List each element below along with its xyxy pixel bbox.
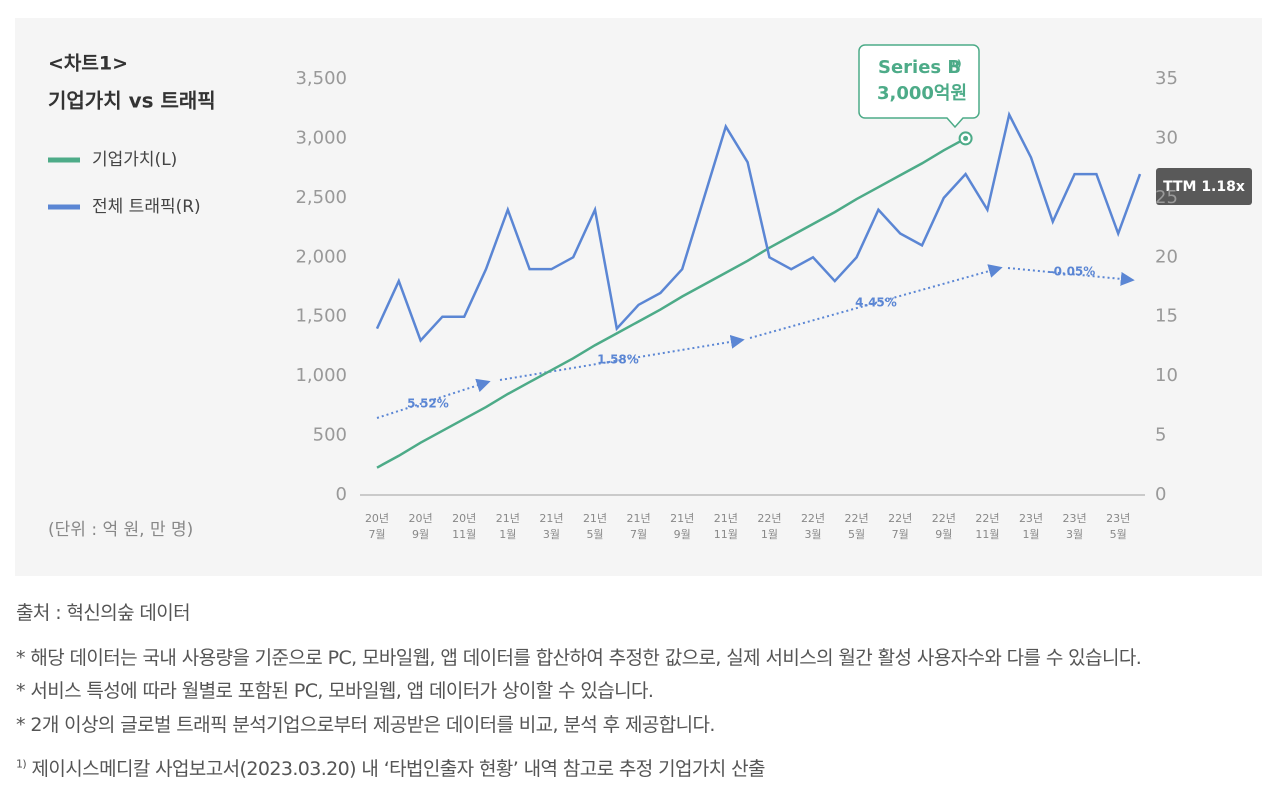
chart-title: <차트1>	[48, 53, 128, 75]
x-tick-label: 21년	[539, 512, 563, 525]
x-tick-label: 9월	[935, 528, 952, 541]
y2-tick-label: 20	[1155, 246, 1178, 267]
x-tick-label: 5월	[848, 528, 865, 541]
growth-label: -0.05%	[1049, 265, 1096, 279]
y-tick-label: 2,500	[295, 187, 347, 208]
chart-panel	[15, 18, 1262, 576]
callout-mark: 1)	[950, 59, 962, 70]
x-tick-label: 20년	[452, 512, 476, 525]
x-tick-label: 5월	[586, 528, 603, 541]
x-tick-label: 22년	[932, 512, 956, 525]
source: 출처 : 혁신의숲 데이터	[16, 602, 191, 624]
x-tick-label: 9월	[674, 528, 691, 541]
unit-note: (단위 : 억 원, 만 명)	[48, 520, 193, 540]
note: * 서비스 특성에 따라 월별로 포함된 PC, 모바일웹, 앱 데이터가 상이…	[16, 680, 654, 702]
x-tick-label: 7월	[892, 528, 909, 541]
y2-tick-label: 10	[1155, 365, 1178, 386]
note: * 해당 데이터는 국내 사용량을 기준으로 PC, 모바일웹, 앱 데이터를 …	[16, 647, 1142, 669]
y-tick-label: 1,000	[295, 365, 347, 386]
footnote-mark: 1)	[16, 757, 27, 771]
end-marker-dot	[963, 135, 969, 141]
x-tick-label: 21년	[670, 512, 694, 525]
x-tick-label: 20년	[409, 512, 433, 525]
callout-title: Series B	[878, 57, 961, 78]
x-tick-label: 22년	[845, 512, 869, 525]
y2-tick-label: 25	[1155, 187, 1178, 208]
callout-value: 3,000억원	[877, 83, 967, 104]
y2-tick-label: 35	[1155, 68, 1178, 89]
x-tick-label: 23년	[1063, 512, 1087, 525]
series-line	[376, 137, 967, 469]
x-tick-label: 22년	[801, 512, 825, 525]
y2-tick-label: 15	[1155, 306, 1178, 327]
trend-arrows	[376, 264, 1135, 419]
x-tick-label: 11월	[452, 528, 476, 541]
chart: <차트1> 기업가치 vs 트래픽 (단위 : 억 원, 만 명) 5.52% …	[48, 44, 1252, 541]
x-tick-label: 7월	[368, 528, 385, 541]
series-line	[375, 111, 1142, 343]
x-tick-label: 21년	[583, 512, 607, 525]
callout-box	[858, 44, 980, 129]
y-tick-label: 3,000	[295, 127, 347, 148]
x-tick-label: 21년	[496, 512, 520, 525]
x-tick-label: 21년	[714, 512, 738, 525]
x-tick-label: 22년	[975, 512, 999, 525]
x-tick-label: 1월	[499, 528, 516, 541]
legend-label: 전체 트래픽(R)	[92, 197, 201, 217]
x-tick-label: 1월	[1022, 528, 1039, 541]
chart-subtitle: 기업가치 vs 트래픽	[48, 89, 216, 113]
growth-label: 4.45%	[855, 296, 897, 310]
x-tick-label: 23년	[1019, 512, 1043, 525]
y2-tick-label: 5	[1155, 425, 1166, 446]
x-tick-label: 11월	[714, 528, 738, 541]
x-tick-label: 21년	[627, 512, 651, 525]
growth-label: 5.52%	[407, 397, 449, 411]
y-tick-label: 0	[336, 484, 347, 505]
x-tick-label: 22년	[888, 512, 912, 525]
x-tick-label: 3월	[1066, 528, 1083, 541]
y-tick-label: 1,500	[295, 306, 347, 327]
x-tick-label: 5월	[1110, 528, 1127, 541]
x-tick-label: 9월	[412, 528, 429, 541]
note: * 2개 이상의 글로벌 트래픽 분석기업으로부터 제공받은 데이터를 비교, …	[16, 714, 715, 736]
ttm-label: TTM 1.18x	[1163, 179, 1245, 195]
x-tick-label: 22년	[757, 512, 781, 525]
x-tick-label: 3월	[804, 528, 821, 541]
x-tick-label: 23년	[1106, 512, 1130, 525]
y2-tick-label: 30	[1155, 127, 1178, 148]
footnote: 1) 제이시스메디칼 사업보고서(2023.03.20) 내 ‘타법인출자 현황…	[16, 754, 765, 781]
y-tick-label: 3,500	[295, 68, 347, 89]
y-tick-label: 500	[313, 425, 347, 446]
y-tick-label: 2,000	[295, 246, 347, 267]
y2-tick-label: 0	[1155, 484, 1166, 505]
footnote-text: 제이시스메디칼 사업보고서(2023.03.20) 내 ‘타법인출자 현황’ 내…	[31, 758, 766, 780]
x-tick-label: 7월	[630, 528, 647, 541]
x-tick-label: 20년	[365, 512, 389, 525]
x-tick-label: 11월	[975, 528, 999, 541]
x-tick-label: 1월	[761, 528, 778, 541]
ttm-box	[1156, 168, 1252, 205]
x-tick-label: 3월	[543, 528, 560, 541]
growth-label: 1.58%	[597, 353, 639, 367]
legend-label: 기업가치(L)	[92, 150, 177, 170]
